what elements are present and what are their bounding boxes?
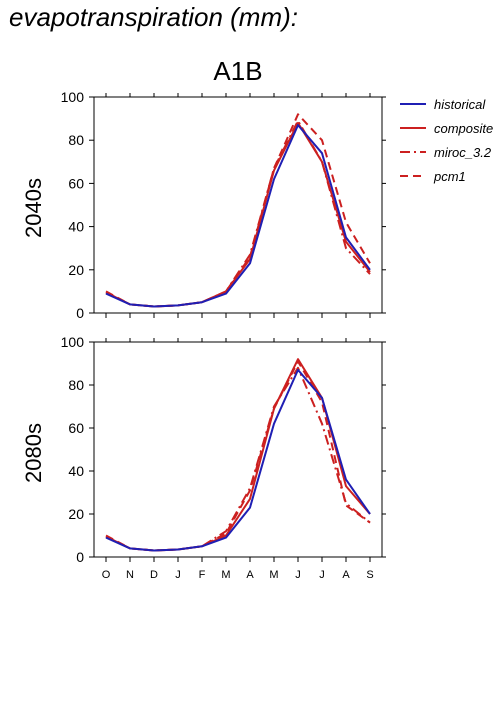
page-title: evapotranspiration (mm): bbox=[9, 2, 298, 32]
scenario-title: A1B bbox=[213, 56, 263, 86]
plot-frame bbox=[93, 341, 383, 558]
y-tick-label: 20 bbox=[68, 262, 84, 278]
y-tick-label: 80 bbox=[68, 377, 84, 393]
y-tick-label: 60 bbox=[68, 420, 84, 436]
x-tick-label: A bbox=[342, 569, 350, 581]
x-tick-label: D bbox=[150, 569, 158, 581]
legend-swatch-composite bbox=[400, 127, 426, 129]
series-line-pcm1 bbox=[105, 360, 371, 552]
series-line-historical bbox=[105, 124, 371, 308]
series-line-historical bbox=[105, 368, 371, 552]
x-tick-label: J bbox=[295, 569, 301, 581]
x-tick-label: M bbox=[221, 569, 230, 581]
y-tick-label: 80 bbox=[68, 132, 84, 148]
y-tick-label: 100 bbox=[61, 89, 85, 105]
y-tick-label: 100 bbox=[61, 334, 85, 350]
y-tick-label: 0 bbox=[76, 305, 84, 321]
y-tick-label: 40 bbox=[68, 463, 84, 479]
legend-label-pcm1: pcm1 bbox=[434, 169, 466, 184]
x-tick-label: A bbox=[246, 569, 254, 581]
legend-label-miroc: miroc_3.2 bbox=[434, 145, 492, 160]
x-tick-label: F bbox=[199, 569, 206, 581]
x-tick-label: M bbox=[269, 569, 278, 581]
legend-swatch-miroc bbox=[400, 151, 426, 153]
legend-swatch-historical bbox=[400, 103, 426, 105]
y-tick-label: 60 bbox=[68, 175, 84, 191]
legend-label-composite: composite bbox=[434, 121, 494, 136]
x-tick-label: J bbox=[319, 569, 325, 581]
x-tick-label: J bbox=[175, 569, 181, 581]
y-tick-label: 40 bbox=[68, 219, 84, 235]
x-tick-label: O bbox=[102, 569, 111, 581]
legend-swatch-pcm1 bbox=[400, 175, 426, 177]
y-tick-label: 20 bbox=[68, 506, 84, 522]
x-tick-label: N bbox=[126, 569, 134, 581]
legend-label-historical: historical bbox=[434, 97, 486, 112]
plot-frame bbox=[93, 96, 383, 314]
x-tick-label: S bbox=[366, 569, 373, 581]
y-tick-label: 0 bbox=[76, 549, 84, 565]
